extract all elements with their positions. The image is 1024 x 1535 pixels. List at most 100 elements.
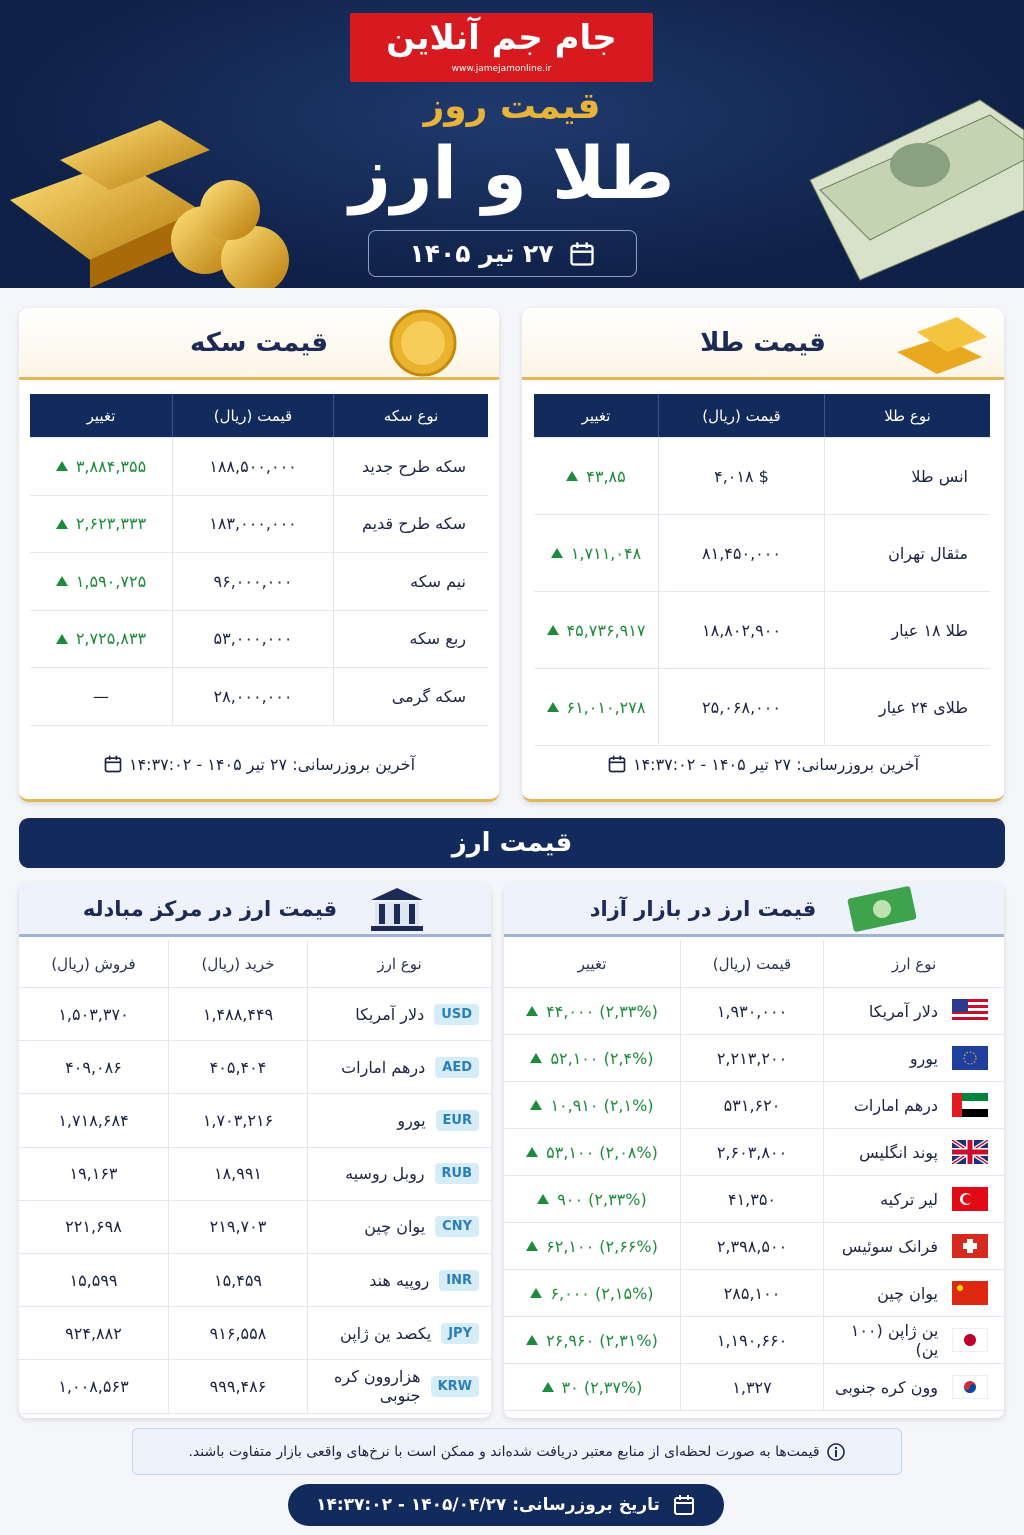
name-cell: INR روپیه هند <box>307 1253 491 1307</box>
logo: جام جم آنلاین www.jamejamonline.ir <box>350 13 653 82</box>
buy-cell: ۱,۷۰۳,۲۱۶ <box>168 1094 307 1147</box>
buy-cell: ۱۵,۴۵۹ <box>168 1253 307 1307</box>
change-cell: ۲,۶۲۳,۳۳۳ <box>30 496 172 553</box>
table-row: EUR یورو ۱,۷۰۳,۲۱۶ ۱,۷۱۸,۶۸۴ <box>19 1094 491 1148</box>
info-icon <box>826 1442 845 1461</box>
table-header: نوع طلا قیمت (ریال) تغییر <box>534 394 990 438</box>
exchange-center-table: نوع ارز خرید (ریال) فروش (ریال) USD دلار آمر… <box>19 940 491 1414</box>
sell-cell: ۹۲۴,۸۸۲ <box>19 1307 168 1359</box>
calendar-icon <box>673 1495 694 1515</box>
name-cell: وون کره جنوبی <box>823 1364 1004 1410</box>
code-badge: KRW <box>430 1375 479 1397</box>
decoration <box>952 1109 988 1117</box>
name-cell: انس طلا <box>824 438 990 514</box>
gold-panel: قیمت طلا نوع طلا قیمت (ریال) تغییر انس طلا ۴… <box>522 308 1004 802</box>
up-arrow <box>550 548 563 558</box>
updated: آخرین بروزرسانی: ۲۷ تیر ۱۴۰۵ - ۱۴:۳۷:۰۲ <box>632 754 920 774</box>
table-row: انس طلا ۴,۰۱۸ $ ۴۳,۸۵ <box>534 438 990 515</box>
name: طلای ۲۴ عیار <box>878 697 968 717</box>
sell: ۲۲۱,۶۹۸ <box>65 1217 122 1237</box>
change: ۴۵,۷۳۶,۹۱۷ <box>566 620 646 640</box>
panel-title: قیمت سکه <box>189 327 329 358</box>
name: ربع سکه <box>409 629 466 649</box>
table-row: درهم امارات ۵۳۱,۶۲۰ ۱۰,۹۱۰ (۲,۱%) <box>504 1082 1004 1129</box>
name-cell: دلار آمریکا <box>823 988 1004 1034</box>
change-cell: ۹۰۰ (۲,۳۳%) <box>504 1176 680 1222</box>
name-cell: درهم امارات <box>823 1082 1004 1128</box>
decoration <box>826 1442 845 1461</box>
price-cell: ۲۵,۰۶۸,۰۰۰ <box>658 669 824 745</box>
decoration <box>897 337 982 374</box>
change: ۶۲,۱۰۰ (۲,۶۶%) <box>546 1236 658 1256</box>
decoration <box>200 180 260 240</box>
change: — <box>93 686 109 706</box>
up-arrow <box>541 1382 554 1392</box>
decoration <box>104 755 122 773</box>
up-arrow <box>526 1241 539 1251</box>
price-cell: ۴,۰۱۸ $ <box>658 438 824 514</box>
table-header: نوع سکه قیمت (ریال) تغییر <box>30 394 488 438</box>
table-row: سکه طرح جدید ۱۸۸,۵۰۰,۰۰۰ ۳,۸۸۴,۳۵۵ <box>30 438 488 496</box>
panel-header: قیمت ارز در بازار آزاد <box>504 883 1004 937</box>
column-header: قیمت (ریال) <box>172 394 333 437</box>
buy: ۹۹۹,۴۸۶ <box>209 1376 267 1396</box>
sell-cell: ۱۹,۱۶۳ <box>19 1148 168 1200</box>
change-cell: ۲,۷۲۵,۸۳۳ <box>30 611 172 668</box>
price: ۱,۹۳۰,۰۰۰ <box>716 1001 788 1021</box>
price-cell: ۵۳,۰۰۰,۰۰۰ <box>172 610 333 667</box>
name: طلا ۱۸ عیار <box>891 620 968 640</box>
table-row: INR روپیه هند ۱۵,۴۵۹ ۱۵,۵۹۹ <box>19 1253 491 1308</box>
header: جام جم آنلاین www.jamejamonline.ir قیمت ر… <box>0 0 1024 288</box>
column-header: تغییر <box>577 954 607 973</box>
decoration <box>952 1328 988 1352</box>
buy: ۹۱۶,۵۵۸ <box>209 1323 267 1343</box>
name: روبل روسیه <box>345 1164 425 1184</box>
decoration <box>952 1011 988 1014</box>
up-arrow <box>526 1335 539 1345</box>
price: ۲,۲۱۳,۲۰۰ <box>716 1048 788 1068</box>
price: ۴,۰۱۸ $ <box>714 466 769 486</box>
price: ۴۱,۳۵۰ <box>727 1189 777 1209</box>
up-arrow <box>526 1006 539 1016</box>
calendar-icon <box>569 241 594 266</box>
section-title: قیمت ارز <box>19 818 1005 868</box>
up-arrow <box>566 471 579 481</box>
up-arrow <box>55 461 68 472</box>
buy-cell: ۲۱۹,۷۰۳ <box>168 1200 307 1253</box>
name-cell: سکه طرح قدیم <box>333 495 488 552</box>
sell-cell: ۱,۰۰۸,۵۶۳ <box>19 1360 168 1412</box>
decoration <box>952 1093 988 1101</box>
price-cell: ۲۸,۰۰۰,۰۰۰ <box>172 668 333 725</box>
column-header: نوع طلا <box>824 394 990 437</box>
change: ۱۰,۹۱۰ (۲,۱%) <box>550 1095 654 1115</box>
gold-table: نوع طلا قیمت (ریال) تغییر انس طلا ۴,۰۱۸ $ ۴۳,… <box>534 394 990 746</box>
buy: ۱۸,۹۹۱ <box>213 1164 263 1184</box>
decoration <box>371 925 424 931</box>
name: فرانک سوئیس <box>841 1236 938 1256</box>
panel-title: قیمت ارز در مرکز مبادله <box>82 896 338 921</box>
change: ۱,۵۹۰,۷۲۵ <box>75 571 147 591</box>
change-cell: — <box>30 668 172 725</box>
change: ۲,۶۲۳,۳۳۳ <box>75 514 147 534</box>
gold-bars-illustration <box>10 120 289 288</box>
name-cell: یورو <box>823 1035 1004 1081</box>
table-row: یورو ۲,۲۱۳,۲۰۰ ۵۲,۱۰۰ (۲,۴%) <box>504 1035 1004 1082</box>
decoration <box>952 1149 988 1155</box>
table-row: یوان چین ۲۸۵,۱۰۰ ۶,۰۰۰ (۲,۱۵%) <box>504 1270 1004 1317</box>
name: انس طلا <box>911 466 968 486</box>
free-market-panel: قیمت ارز در بازار آزاد نوع ارز قیمت (ریال… <box>504 883 1004 1418</box>
name-cell: CNY یوان چین <box>307 1200 491 1253</box>
change: ۴۴,۰۰۰ (۲,۳۳%) <box>546 1001 658 1021</box>
title-large: طلا و ارز <box>349 131 675 215</box>
coin-icon <box>389 309 457 377</box>
column-header: نوع سکه <box>333 394 488 437</box>
code-badge: JPY <box>441 1322 479 1344</box>
code-badge: CNY <box>435 1216 479 1238</box>
change: ۳۰ (۲,۳۷%) <box>561 1377 643 1397</box>
date: ۲۷ تیر ۱۴۰۵ <box>409 239 554 268</box>
up-arrow <box>530 1100 543 1110</box>
decoration <box>952 1017 988 1020</box>
change-cell: ۶,۰۰۰ (۲,۱۵%) <box>504 1270 680 1316</box>
name: نیم سکه <box>410 571 466 591</box>
